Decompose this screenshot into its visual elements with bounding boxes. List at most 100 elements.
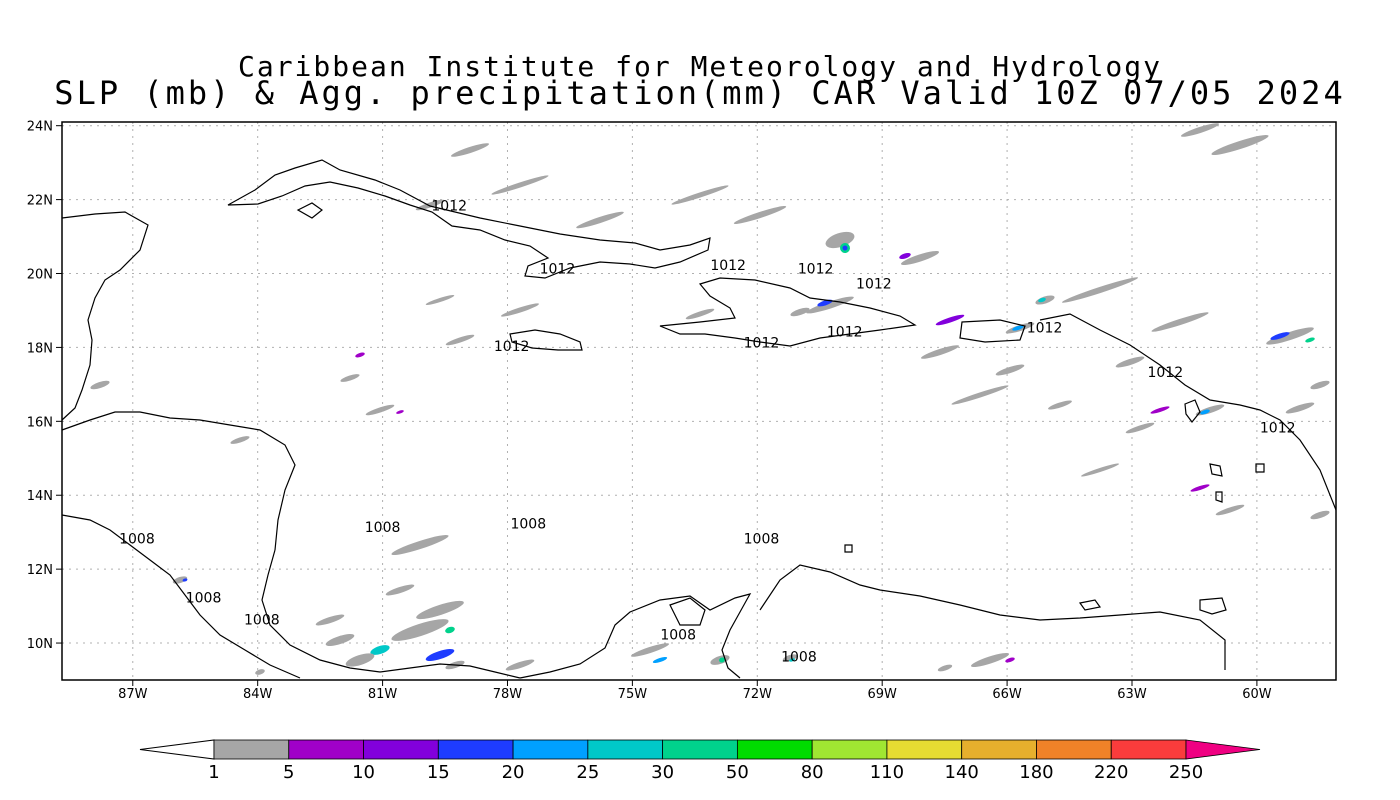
- precipitation-cell: [365, 404, 395, 416]
- precipitation-cell: [1115, 356, 1145, 368]
- x-tick-label: 81W: [368, 687, 398, 702]
- x-tick-label: 72W: [743, 687, 773, 702]
- isobar-label: 1012: [1260, 420, 1296, 436]
- y-tick-label: 16N: [27, 415, 53, 430]
- precipitation-cell: [1125, 422, 1155, 434]
- precipitation-cell: [1151, 312, 1209, 332]
- precipitation-cell: [1305, 337, 1315, 343]
- coastline-pacific-central-america: [61, 514, 301, 679]
- x-tick-label: 63W: [1117, 687, 1147, 702]
- coastline-barbados: [1255, 463, 1265, 473]
- precipitation-cell: [396, 410, 404, 414]
- precipitation-cell: [445, 334, 475, 346]
- precipitation-cell: [450, 143, 490, 157]
- precipitation-cell: [920, 345, 960, 359]
- precipitation-cell: [385, 584, 415, 596]
- y-tick-label: 14N: [27, 489, 53, 504]
- precipitation-cell: [1012, 325, 1024, 331]
- precipitation-cell: [900, 250, 940, 266]
- coastline-guadeloupe: [1184, 399, 1201, 423]
- precipitation-cell: [825, 231, 855, 249]
- y-tick-label: 18N: [27, 341, 53, 356]
- colorbar-label: 25: [576, 762, 599, 783]
- precipitation-cell: [416, 600, 464, 620]
- precipitation-cell: [500, 303, 540, 317]
- coastline-st-lucia: [1215, 491, 1223, 503]
- precipitation-cell: [1310, 380, 1330, 390]
- precipitation-cell: [255, 669, 265, 675]
- colorbar-label: 15: [427, 762, 450, 783]
- coastline-jamaica: [509, 329, 583, 351]
- colorbar: 1 5 10 15 20 25 30 50 80 110 140 180 220 250: [139, 739, 1261, 783]
- chart-title-line-2: SLP (mb) & Agg. precipitation(mm) CAR Va…: [54, 74, 1346, 112]
- precipitation-cell: [789, 658, 795, 662]
- precipitation-cell: [733, 206, 787, 224]
- y-tick-label: 10N: [27, 637, 53, 652]
- colorbar-segment: [437, 739, 514, 760]
- isobar-label: 1008: [186, 590, 222, 606]
- precipitation-cell: [415, 199, 445, 211]
- precipitation-cell: [1180, 123, 1220, 137]
- isobar-label: 1012: [744, 335, 780, 351]
- isobar-label: 1008: [244, 613, 280, 629]
- precipitation-cell: [325, 634, 355, 646]
- precipitation-cell: [970, 652, 1010, 668]
- colorbar-label: 250: [1169, 762, 1203, 783]
- axis-ticks: 87W 84W 81W 78W 75W 72W 69W 66W 63W 60W 10N 12N 14N 1…: [27, 120, 1272, 702]
- colorbar-segment: [213, 739, 290, 760]
- colorbar-max-arrow: [1185, 739, 1261, 760]
- isobar-labels: 1012 1012 1012 1012 1012 1012 1012 1012 1012 1012…: [119, 199, 1295, 666]
- precipitation-cell: [576, 211, 624, 229]
- colorbar-segment: [961, 739, 1037, 760]
- precipitation-cell: [719, 657, 725, 663]
- precipitation-cell: [1310, 510, 1330, 520]
- precipitation-cell: [355, 352, 365, 358]
- isobar-label: 1012: [710, 258, 746, 274]
- map-frame: [61, 121, 1337, 681]
- precipitation-cell: [1211, 134, 1269, 156]
- isobar-label: 1008: [510, 516, 546, 532]
- precipitation-cell: [505, 659, 535, 671]
- precipitation-cell: [340, 374, 360, 382]
- y-tick-label: 20N: [27, 268, 53, 283]
- precipitation-cell: [315, 614, 345, 626]
- colorbar-label: 110: [870, 762, 904, 783]
- coastline-honduras: [61, 411, 296, 551]
- coastline-martinique: [1209, 463, 1223, 477]
- isobar-label: 1008: [119, 531, 155, 547]
- precipitation-cell: [842, 245, 848, 251]
- precipitation-cell: [1150, 406, 1170, 414]
- chart-title-line-1: Caribbean Institute for Meteorology and …: [237, 50, 1162, 83]
- y-tick-label: 22N: [27, 194, 53, 209]
- coastline-panama: [379, 663, 521, 679]
- precipitation-cell: [1005, 657, 1015, 663]
- precipitation-cell: [90, 380, 110, 390]
- colorbar-segment: [1110, 739, 1187, 760]
- precipitation-cell: [1270, 332, 1290, 340]
- coastline-lake-maracaibo: [669, 597, 706, 626]
- precipitation-cell: [817, 299, 833, 307]
- coastline-aruba-curacao: [844, 544, 853, 553]
- coastline-puerto-rico: [959, 319, 1026, 343]
- colorbar-min-arrow: [139, 739, 215, 760]
- colorbar-segment: [886, 739, 963, 760]
- colorbar-segment: [587, 739, 664, 760]
- colorbar-label: 30: [651, 762, 674, 783]
- colorbar-label: 1: [208, 762, 219, 783]
- precipitation-cell: [1048, 400, 1072, 410]
- precipitation-cell: [1190, 484, 1210, 492]
- isobar-label: 1012: [856, 276, 892, 292]
- colorbar-segment: [288, 739, 364, 760]
- colorbar-label: 50: [726, 762, 749, 783]
- precipitation-cell: [345, 653, 375, 667]
- precipitation-cell: [391, 534, 449, 556]
- precipitation-cell: [445, 626, 455, 634]
- precipitation-cell: [1061, 277, 1139, 303]
- precipitation-cell: [995, 364, 1025, 376]
- coastline-cuba: [227, 159, 711, 279]
- coastline-trinidad: [1199, 597, 1227, 615]
- precipitation-cell: [790, 307, 810, 317]
- colorbar-label: 20: [502, 762, 525, 783]
- x-tick-label: 75W: [618, 687, 648, 702]
- x-tick-label: 84W: [243, 687, 273, 702]
